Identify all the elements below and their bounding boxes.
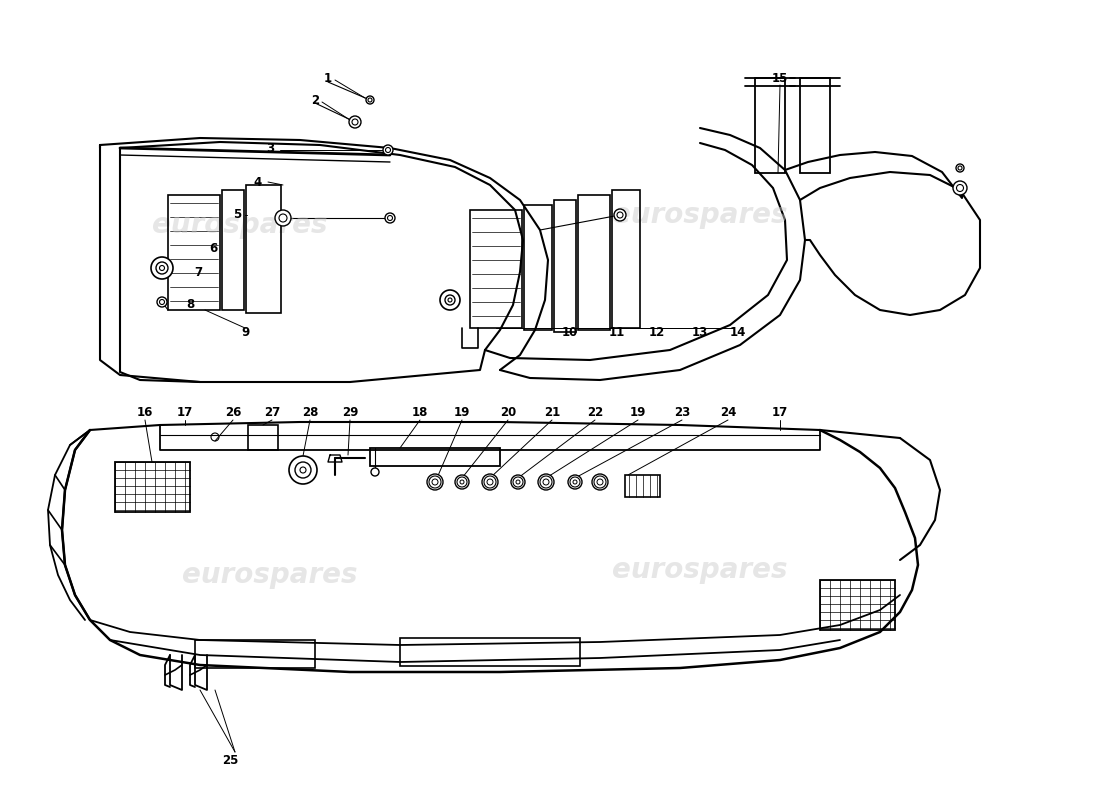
Circle shape <box>349 116 361 128</box>
Bar <box>370 448 500 466</box>
Bar <box>168 195 220 310</box>
Circle shape <box>538 474 554 490</box>
Text: 16: 16 <box>136 406 153 418</box>
Circle shape <box>275 210 292 226</box>
Text: 29: 29 <box>342 406 359 418</box>
Bar <box>195 640 315 668</box>
Text: 24: 24 <box>719 406 736 418</box>
Circle shape <box>385 213 395 223</box>
Circle shape <box>151 257 173 279</box>
Circle shape <box>383 145 393 155</box>
Bar <box>246 185 280 313</box>
Circle shape <box>440 290 460 310</box>
Text: 17: 17 <box>177 406 194 418</box>
Circle shape <box>592 474 608 490</box>
Circle shape <box>482 474 498 490</box>
Text: 12: 12 <box>649 326 666 338</box>
Bar <box>400 638 580 666</box>
Text: 17: 17 <box>772 406 788 418</box>
Bar <box>800 78 830 173</box>
Text: 10: 10 <box>562 326 579 338</box>
Text: 25: 25 <box>222 754 239 766</box>
Text: eurospares: eurospares <box>152 211 328 239</box>
Text: 13: 13 <box>692 326 708 338</box>
Text: eurospares: eurospares <box>183 561 358 589</box>
Circle shape <box>366 96 374 104</box>
Circle shape <box>512 475 525 489</box>
Circle shape <box>953 181 967 195</box>
Bar <box>820 580 895 630</box>
Text: eurospares: eurospares <box>613 201 788 229</box>
Text: 2: 2 <box>311 94 319 106</box>
Circle shape <box>568 475 582 489</box>
Bar <box>755 78 785 173</box>
Text: 9: 9 <box>241 326 249 338</box>
Text: 18: 18 <box>411 406 428 418</box>
Bar <box>116 462 190 512</box>
Bar <box>554 200 576 332</box>
Text: 15: 15 <box>772 71 789 85</box>
Text: 3: 3 <box>266 142 274 154</box>
Bar <box>524 205 552 330</box>
Text: 8: 8 <box>186 298 194 311</box>
Text: 1: 1 <box>323 71 332 85</box>
Text: 22: 22 <box>587 406 603 418</box>
Text: 20: 20 <box>499 406 516 418</box>
Text: 19: 19 <box>454 406 470 418</box>
Circle shape <box>157 297 167 307</box>
Text: 11: 11 <box>609 326 625 338</box>
Text: 21: 21 <box>543 406 560 418</box>
Circle shape <box>956 164 964 172</box>
Text: 5: 5 <box>233 209 241 222</box>
Circle shape <box>455 475 469 489</box>
Text: 4: 4 <box>254 175 262 189</box>
Text: 28: 28 <box>301 406 318 418</box>
Text: 23: 23 <box>674 406 690 418</box>
Circle shape <box>371 468 380 476</box>
Bar <box>578 195 610 330</box>
Circle shape <box>289 456 317 484</box>
Text: 6: 6 <box>209 242 217 254</box>
Bar <box>625 475 660 497</box>
Bar <box>612 190 640 328</box>
Bar <box>222 190 244 310</box>
Text: 14: 14 <box>729 326 746 338</box>
Circle shape <box>614 209 626 221</box>
Text: 26: 26 <box>224 406 241 418</box>
Text: 19: 19 <box>630 406 646 418</box>
Text: eurospares: eurospares <box>613 556 788 584</box>
Bar <box>470 210 522 328</box>
Text: 27: 27 <box>264 406 280 418</box>
Circle shape <box>427 474 443 490</box>
Bar <box>248 425 278 450</box>
Text: 7: 7 <box>194 266 202 278</box>
